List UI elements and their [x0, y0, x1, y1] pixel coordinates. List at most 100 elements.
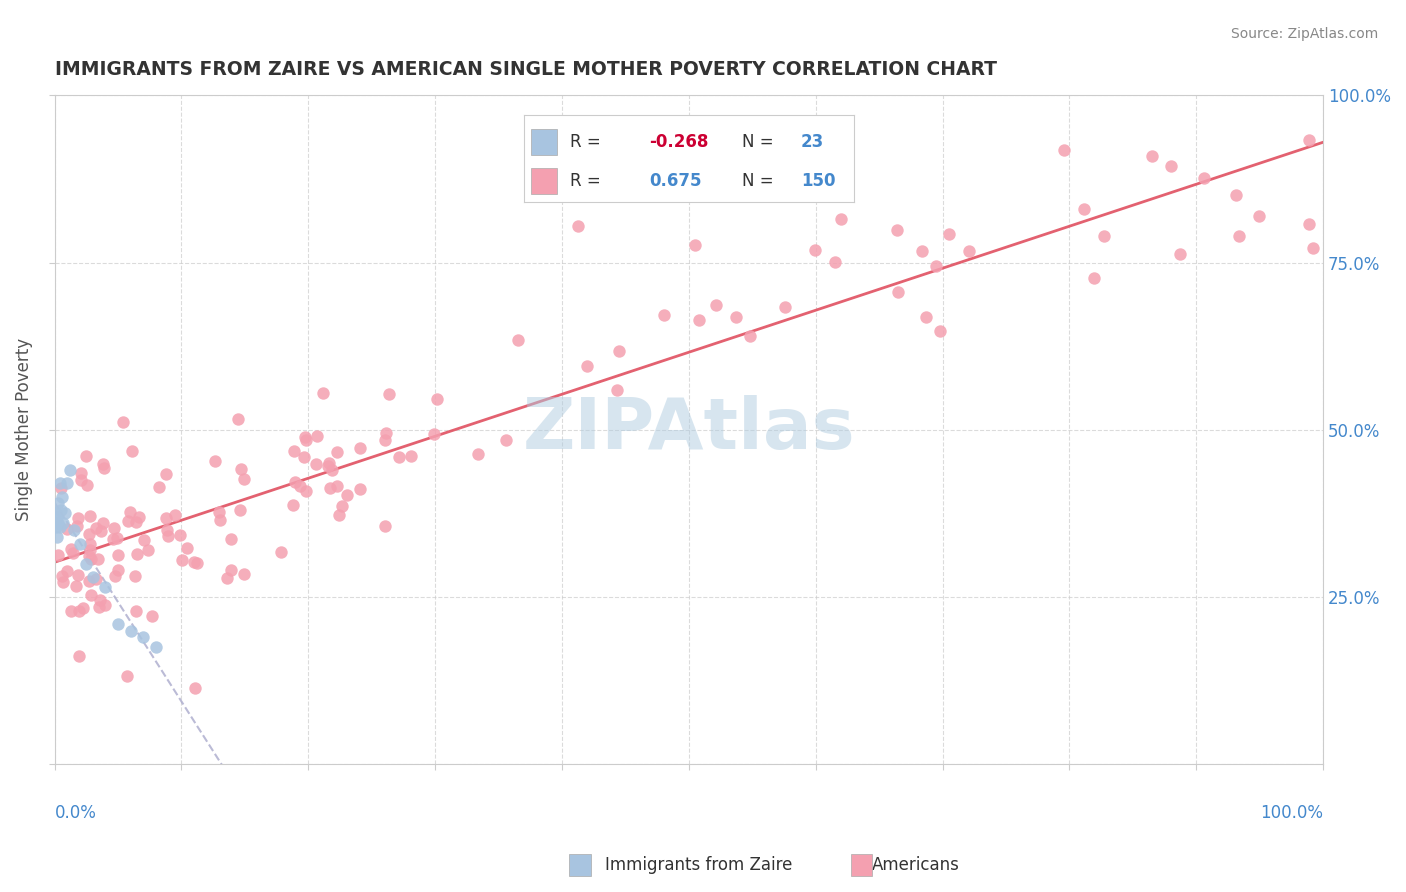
Point: [77, 549, 100, 563]
Point: [94, 580, 117, 594]
Point: [506, 333, 529, 347]
Point: [125, 515, 148, 529]
Point: [426, 392, 449, 406]
Point: [75, 449, 97, 463]
Point: [59, 541, 82, 556]
Point: [219, 563, 242, 577]
Point: [104, 568, 127, 582]
Point: [86, 552, 108, 566]
Point: [1170, 247, 1192, 261]
Point: [886, 223, 908, 237]
Point: [1247, 209, 1270, 223]
Point: [56, 523, 79, 537]
Point: [683, 237, 706, 252]
Point: [775, 300, 797, 314]
Point: [887, 285, 910, 299]
Text: IMMIGRANTS FROM ZAIRE VS AMERICAN SINGLE MOTHER POVERTY CORRELATION CHART: IMMIGRANTS FROM ZAIRE VS AMERICAN SINGLE…: [55, 60, 997, 78]
Point: [609, 343, 631, 358]
Point: [1302, 241, 1324, 255]
Point: [305, 429, 328, 443]
Point: [93, 461, 115, 475]
Point: [957, 244, 980, 258]
Point: [115, 668, 138, 682]
Point: [209, 513, 232, 527]
Point: [120, 624, 142, 638]
Point: [1092, 229, 1115, 244]
Point: [652, 308, 675, 322]
Point: [305, 458, 328, 472]
Point: [157, 529, 180, 543]
Point: [706, 298, 728, 312]
Point: [112, 416, 135, 430]
Point: [804, 243, 827, 257]
Point: [183, 555, 205, 569]
Point: [59, 463, 82, 477]
Point: [121, 443, 143, 458]
Point: [155, 523, 177, 537]
Text: 0.0%: 0.0%: [55, 805, 97, 822]
Point: [172, 552, 194, 566]
Point: [46, 516, 69, 531]
Point: [90, 524, 112, 539]
Point: [567, 219, 589, 233]
Point: [319, 481, 342, 495]
Point: [229, 503, 252, 517]
Point: [294, 430, 316, 444]
Point: [186, 556, 208, 570]
Point: [283, 498, 305, 512]
Point: [79, 537, 101, 551]
Point: [738, 329, 761, 343]
Point: [79, 552, 101, 566]
Point: [145, 640, 167, 655]
Point: [295, 483, 318, 498]
Point: [76, 477, 98, 491]
Point: [103, 521, 125, 535]
Point: [830, 211, 852, 226]
Point: [91, 458, 114, 472]
Point: [375, 425, 398, 440]
Point: [52, 574, 75, 589]
Point: [62, 523, 84, 537]
Point: [1053, 143, 1076, 157]
Point: [51, 490, 73, 504]
Point: [724, 310, 747, 324]
Point: [283, 475, 305, 489]
Point: [378, 386, 401, 401]
Point: [318, 456, 340, 470]
Point: [48, 476, 70, 491]
Point: [336, 488, 359, 502]
Point: [295, 434, 318, 448]
Point: [120, 505, 142, 519]
Point: [688, 313, 710, 327]
Point: [270, 545, 292, 559]
Point: [107, 548, 129, 562]
Text: Source: ZipAtlas.com: Source: ZipAtlas.com: [1230, 27, 1378, 41]
Point: [82, 570, 104, 584]
Point: [1083, 271, 1105, 285]
Point: [328, 508, 350, 523]
Point: [48, 520, 70, 534]
Point: [79, 508, 101, 523]
Point: [70, 467, 93, 481]
Point: [45, 520, 67, 534]
Point: [87, 600, 110, 615]
Text: ZIPAtlas: ZIPAtlas: [523, 395, 855, 465]
Point: [221, 532, 243, 546]
Point: [330, 499, 353, 513]
Point: [56, 476, 79, 491]
Point: [925, 259, 948, 273]
Point: [910, 244, 932, 259]
Point: [1140, 149, 1163, 163]
Point: [62, 546, 84, 560]
Point: [155, 467, 177, 482]
Point: [45, 507, 67, 521]
Point: [70, 473, 93, 487]
Point: [91, 516, 114, 530]
Point: [127, 547, 149, 561]
Point: [938, 227, 960, 241]
Point: [321, 463, 343, 477]
Point: [65, 579, 87, 593]
Point: [117, 514, 139, 528]
Point: [107, 563, 129, 577]
Point: [89, 593, 111, 607]
